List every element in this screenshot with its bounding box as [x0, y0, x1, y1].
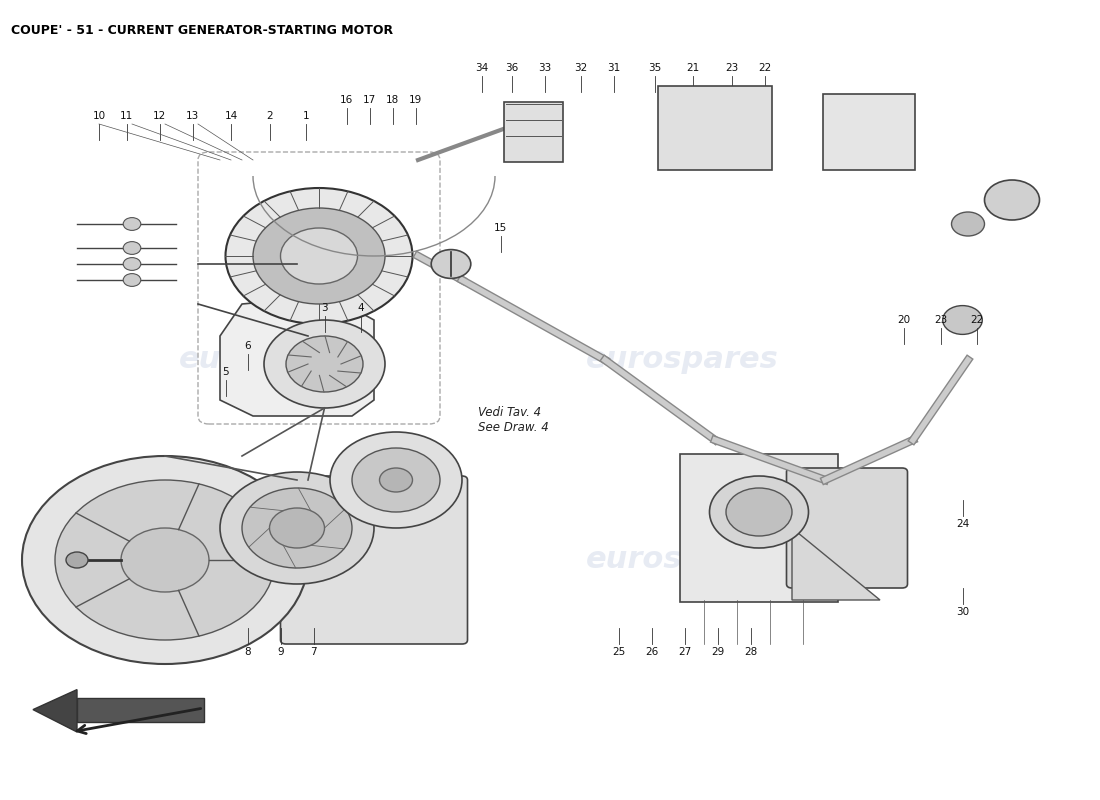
Circle shape — [952, 212, 984, 236]
Text: 23: 23 — [934, 315, 947, 325]
Text: 11: 11 — [120, 111, 133, 121]
Text: 29: 29 — [712, 647, 725, 657]
Circle shape — [708, 139, 722, 149]
Text: 7: 7 — [310, 647, 317, 657]
Circle shape — [741, 139, 755, 149]
Circle shape — [675, 139, 689, 149]
Text: 22: 22 — [970, 315, 983, 325]
Circle shape — [943, 306, 982, 334]
Text: 26: 26 — [646, 647, 659, 657]
Text: 20: 20 — [898, 315, 911, 325]
Text: 22: 22 — [758, 63, 771, 73]
Text: 32: 32 — [574, 63, 587, 73]
Circle shape — [242, 488, 352, 568]
Text: 9: 9 — [277, 647, 284, 657]
Circle shape — [675, 115, 689, 125]
FancyBboxPatch shape — [823, 94, 915, 170]
Circle shape — [253, 208, 385, 304]
Circle shape — [123, 242, 141, 254]
Text: 16: 16 — [340, 95, 353, 105]
Circle shape — [708, 115, 722, 125]
Text: 17: 17 — [363, 95, 376, 105]
FancyBboxPatch shape — [786, 468, 908, 588]
Text: 5: 5 — [222, 367, 229, 377]
Text: 14: 14 — [224, 111, 238, 121]
Text: 15: 15 — [494, 223, 507, 233]
Circle shape — [330, 432, 462, 528]
Circle shape — [710, 476, 808, 548]
Text: 1: 1 — [302, 111, 309, 121]
Circle shape — [984, 180, 1040, 220]
Text: 6: 6 — [244, 341, 251, 350]
Text: 2: 2 — [266, 111, 273, 121]
Text: 35: 35 — [648, 63, 661, 73]
Text: Vedi Tav. 4
See Draw. 4: Vedi Tav. 4 See Draw. 4 — [478, 406, 549, 434]
Circle shape — [22, 456, 308, 664]
FancyBboxPatch shape — [680, 454, 838, 602]
Text: 30: 30 — [956, 607, 969, 617]
Text: 4: 4 — [358, 303, 364, 313]
Circle shape — [220, 472, 374, 584]
Text: 23: 23 — [725, 63, 738, 73]
Circle shape — [708, 91, 722, 101]
Text: 13: 13 — [186, 111, 199, 121]
Circle shape — [379, 468, 412, 492]
Text: 8: 8 — [244, 647, 251, 657]
Text: 33: 33 — [538, 63, 551, 73]
FancyBboxPatch shape — [658, 86, 772, 170]
Polygon shape — [792, 528, 880, 600]
Circle shape — [123, 274, 141, 286]
Circle shape — [675, 91, 689, 101]
Circle shape — [431, 250, 471, 278]
Text: 27: 27 — [679, 647, 692, 657]
Text: eurospares: eurospares — [178, 346, 372, 374]
Circle shape — [123, 218, 141, 230]
Circle shape — [741, 91, 755, 101]
Circle shape — [741, 115, 755, 125]
Text: 34: 34 — [475, 63, 488, 73]
Circle shape — [280, 228, 358, 284]
Text: eurospares: eurospares — [178, 546, 372, 574]
Circle shape — [226, 188, 412, 324]
Text: eurospares: eurospares — [585, 346, 779, 374]
Text: 28: 28 — [745, 647, 758, 657]
Text: 3: 3 — [321, 303, 328, 313]
Circle shape — [121, 528, 209, 592]
Text: 10: 10 — [92, 111, 106, 121]
Text: COUPE' - 51 - CURRENT GENERATOR-STARTING MOTOR: COUPE' - 51 - CURRENT GENERATOR-STARTING… — [11, 24, 393, 37]
Text: 21: 21 — [686, 63, 700, 73]
Text: eurospares: eurospares — [585, 546, 779, 574]
Circle shape — [66, 552, 88, 568]
Text: 19: 19 — [409, 95, 422, 105]
Polygon shape — [220, 296, 374, 416]
FancyBboxPatch shape — [280, 476, 468, 644]
Text: 25: 25 — [613, 647, 626, 657]
Circle shape — [286, 336, 363, 392]
Text: 31: 31 — [607, 63, 620, 73]
Text: 18: 18 — [386, 95, 399, 105]
Circle shape — [726, 488, 792, 536]
FancyBboxPatch shape — [504, 102, 563, 162]
Circle shape — [55, 480, 275, 640]
Polygon shape — [77, 698, 204, 722]
Text: 36: 36 — [505, 63, 518, 73]
Circle shape — [352, 448, 440, 512]
Text: 24: 24 — [956, 519, 969, 529]
Polygon shape — [33, 690, 77, 732]
Circle shape — [123, 258, 141, 270]
FancyArrowPatch shape — [77, 709, 201, 734]
Circle shape — [270, 508, 324, 548]
Text: 12: 12 — [153, 111, 166, 121]
Circle shape — [264, 320, 385, 408]
